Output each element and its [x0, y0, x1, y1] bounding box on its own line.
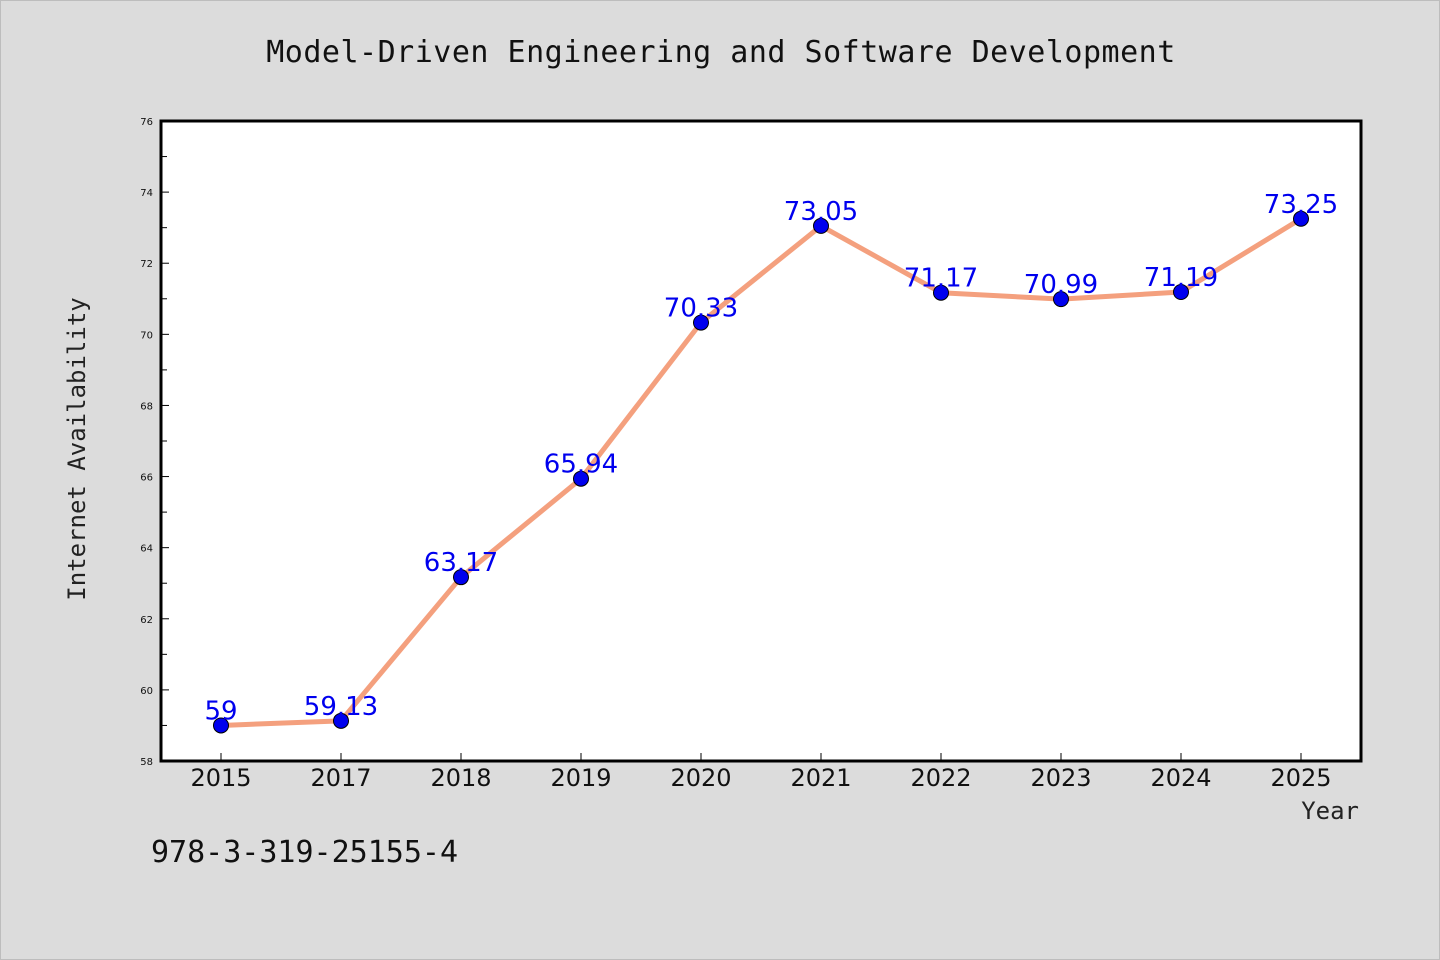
data-point	[453, 569, 469, 586]
series-group	[213, 210, 1309, 734]
isbn-annotation: 978-3-319-25155-4	[151, 835, 459, 870]
data-label: 65.94	[544, 450, 618, 480]
data-label: 59.13	[304, 692, 378, 722]
x-tick-label: 2020	[670, 764, 731, 792]
data-labels: 59 59.13 63.17 65.94 70.33 73.05 71.17 70.99 71.…	[204, 190, 1338, 727]
series-line	[218, 216, 1304, 728]
x-tick-label: 2022	[910, 764, 971, 792]
data-label: 70.33	[664, 294, 738, 324]
x-axis-label: Year	[1301, 797, 1359, 825]
data-point	[813, 217, 829, 234]
x-axis-ticks: 2015 2017 2018 2019 2020 2021 2022 2023 2024 2025	[190, 753, 1332, 792]
x-tick-label: 2019	[550, 764, 611, 792]
data-point	[1293, 210, 1309, 227]
data-label: 71.17	[904, 264, 978, 294]
data-label: 59	[204, 696, 237, 726]
chart-title: Model-Driven Engineering and Software De…	[266, 35, 1176, 70]
x-tick-label: 2024	[1150, 764, 1211, 792]
x-tick-label: 2018	[430, 764, 491, 792]
plot-area	[159, 119, 1363, 763]
y-tick-label: 76	[140, 117, 153, 128]
x-tick-label: 2015	[190, 764, 251, 792]
y-axis-ticks: 58 60 62 64 66 68 70 72 74 76	[140, 117, 169, 768]
data-point	[933, 284, 949, 301]
x-tick-label: 2017	[310, 764, 371, 792]
x-tick-label: 2023	[1030, 764, 1091, 792]
data-label: 73.25	[1264, 190, 1338, 220]
data-point	[1173, 284, 1189, 301]
y-tick-label: 72	[140, 259, 153, 270]
x-tick-label: 2025	[1270, 764, 1331, 792]
data-point	[213, 717, 229, 734]
data-label: 71.19	[1144, 263, 1218, 293]
y-tick-label: 64	[140, 544, 153, 555]
y-tick-label: 66	[140, 473, 153, 484]
x-tick-label: 2021	[790, 764, 851, 792]
y-tick-label: 68	[140, 401, 153, 412]
data-label: 63.17	[424, 548, 498, 578]
data-point	[1053, 291, 1069, 308]
data-point	[693, 314, 709, 331]
data-label: 73.05	[784, 197, 858, 227]
data-label: 70.99	[1024, 270, 1098, 300]
y-tick-label: 70	[140, 330, 153, 341]
y-tick-label: 74	[140, 188, 153, 199]
y-tick-label: 62	[140, 615, 153, 626]
data-point	[333, 712, 349, 729]
data-point	[573, 470, 589, 487]
y-tick-label: 60	[140, 686, 153, 697]
y-tick-label: 58	[140, 757, 153, 768]
